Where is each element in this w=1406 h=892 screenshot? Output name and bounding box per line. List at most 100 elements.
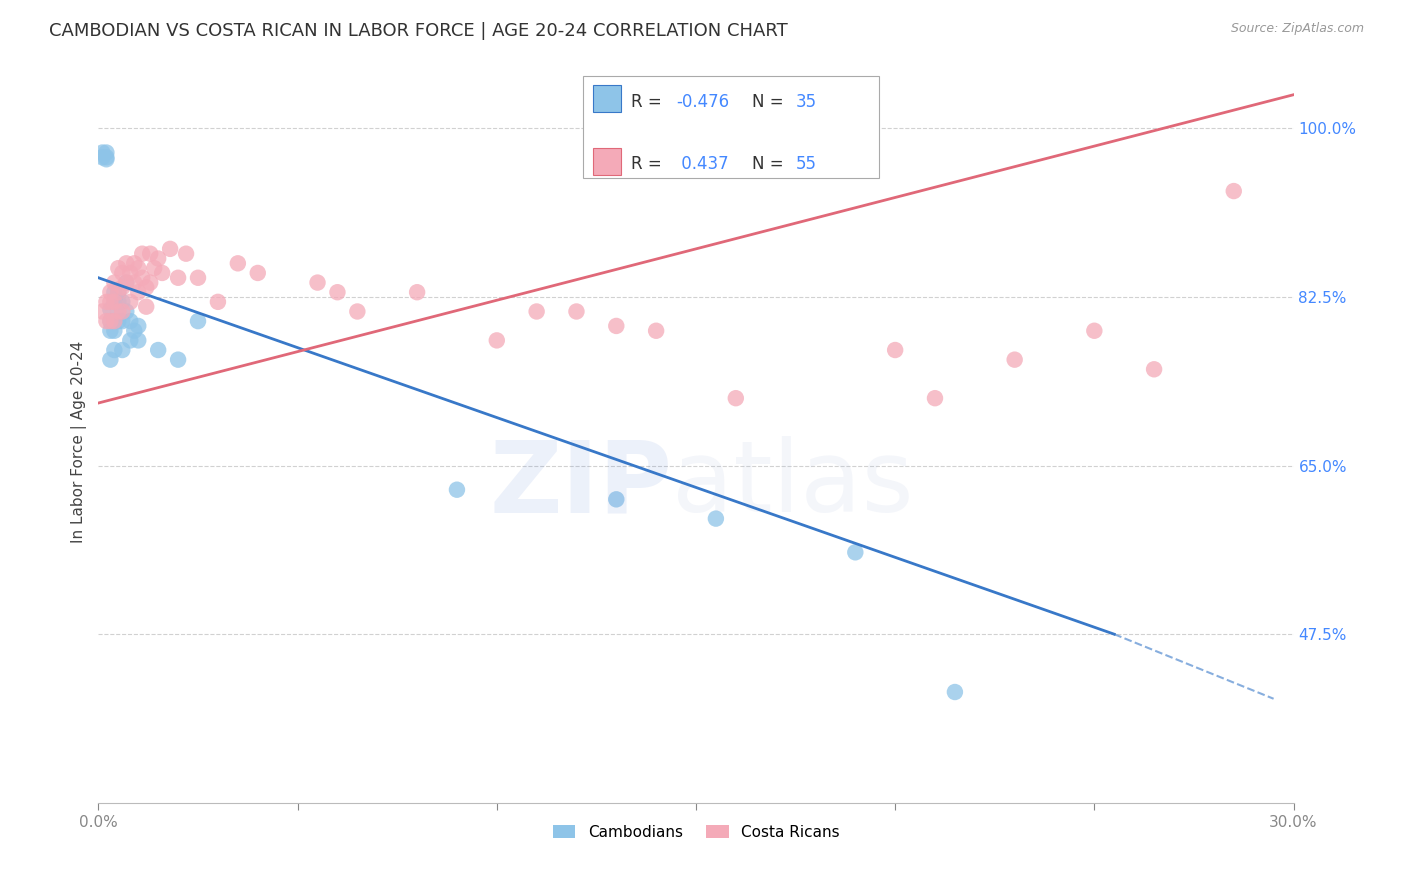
Point <box>111 304 134 318</box>
Point <box>446 483 468 497</box>
Point <box>167 352 190 367</box>
Point <box>103 343 125 357</box>
Point <box>605 492 627 507</box>
Point <box>98 314 122 328</box>
Text: -0.476: -0.476 <box>676 93 730 111</box>
Point <box>167 270 190 285</box>
Point <box>98 324 122 338</box>
Point <box>111 343 134 357</box>
Point <box>131 246 153 260</box>
Point <box>131 270 153 285</box>
Point <box>326 285 349 300</box>
Point <box>1223 184 1246 198</box>
Point <box>127 334 149 348</box>
Point <box>115 276 138 290</box>
Point <box>526 304 548 318</box>
Point <box>103 314 125 328</box>
Point <box>187 270 209 285</box>
Point <box>1004 352 1026 367</box>
Text: Source: ZipAtlas.com: Source: ZipAtlas.com <box>1230 22 1364 36</box>
Point <box>124 324 146 338</box>
Point <box>107 304 129 318</box>
Point <box>107 294 129 309</box>
Point <box>704 511 727 525</box>
Point <box>148 252 170 266</box>
Point <box>127 285 149 300</box>
Point <box>115 256 138 270</box>
Point <box>98 314 122 328</box>
Point <box>103 285 125 300</box>
Point <box>485 334 508 348</box>
Point <box>1143 362 1166 376</box>
Point <box>91 304 114 318</box>
Point <box>148 343 170 357</box>
Point <box>187 314 209 328</box>
Text: 0.437: 0.437 <box>676 155 728 173</box>
Point <box>135 280 157 294</box>
Point <box>103 276 125 290</box>
Point <box>139 276 162 290</box>
Point <box>150 266 173 280</box>
Point <box>98 352 122 367</box>
Point <box>844 545 866 559</box>
Point <box>111 280 134 294</box>
Point <box>111 314 134 328</box>
Text: N =: N = <box>752 155 789 173</box>
Point <box>127 318 149 333</box>
Point <box>139 246 162 260</box>
Text: CAMBODIAN VS COSTA RICAN IN LABOR FORCE | AGE 20-24 CORRELATION CHART: CAMBODIAN VS COSTA RICAN IN LABOR FORCE … <box>49 22 787 40</box>
Point <box>91 150 114 164</box>
Point <box>307 276 329 290</box>
Point <box>103 294 125 309</box>
Point <box>111 266 134 280</box>
Text: 35: 35 <box>796 93 817 111</box>
Point <box>159 242 181 256</box>
Point <box>107 285 129 300</box>
Point <box>884 343 907 357</box>
Point <box>120 266 142 280</box>
Point <box>143 261 166 276</box>
Point <box>943 685 966 699</box>
Point <box>103 314 125 328</box>
Point <box>103 294 125 309</box>
Text: atlas: atlas <box>672 436 914 533</box>
Point <box>98 302 122 317</box>
Point <box>91 145 114 160</box>
Text: R =: R = <box>631 155 668 173</box>
Point <box>96 294 118 309</box>
Point <box>107 285 129 300</box>
Point <box>111 294 134 309</box>
Point <box>174 246 197 260</box>
Point <box>120 334 142 348</box>
Point <box>124 256 146 270</box>
Text: N =: N = <box>752 93 789 111</box>
Point <box>246 266 269 280</box>
Point <box>924 391 946 405</box>
Text: ZIP: ZIP <box>489 436 672 533</box>
Point <box>226 256 249 270</box>
Point <box>115 304 138 318</box>
Point <box>96 314 118 328</box>
Point <box>96 145 118 160</box>
Text: 55: 55 <box>796 155 817 173</box>
Legend: Cambodians, Costa Ricans: Cambodians, Costa Ricans <box>547 819 845 846</box>
Point <box>645 324 668 338</box>
Point <box>98 294 122 309</box>
Text: R =: R = <box>631 93 668 111</box>
Point <box>115 276 138 290</box>
Point <box>120 294 142 309</box>
Point <box>96 150 118 164</box>
Point <box>1083 324 1105 338</box>
Point <box>207 294 229 309</box>
Point <box>724 391 747 405</box>
Point <box>107 314 129 328</box>
Point <box>103 324 125 338</box>
Point <box>120 314 142 328</box>
Y-axis label: In Labor Force | Age 20-24: In Labor Force | Age 20-24 <box>72 341 87 542</box>
Point <box>96 153 118 167</box>
Point <box>124 276 146 290</box>
Point <box>98 285 122 300</box>
Point <box>127 261 149 276</box>
Point <box>565 304 588 318</box>
Point <box>135 300 157 314</box>
